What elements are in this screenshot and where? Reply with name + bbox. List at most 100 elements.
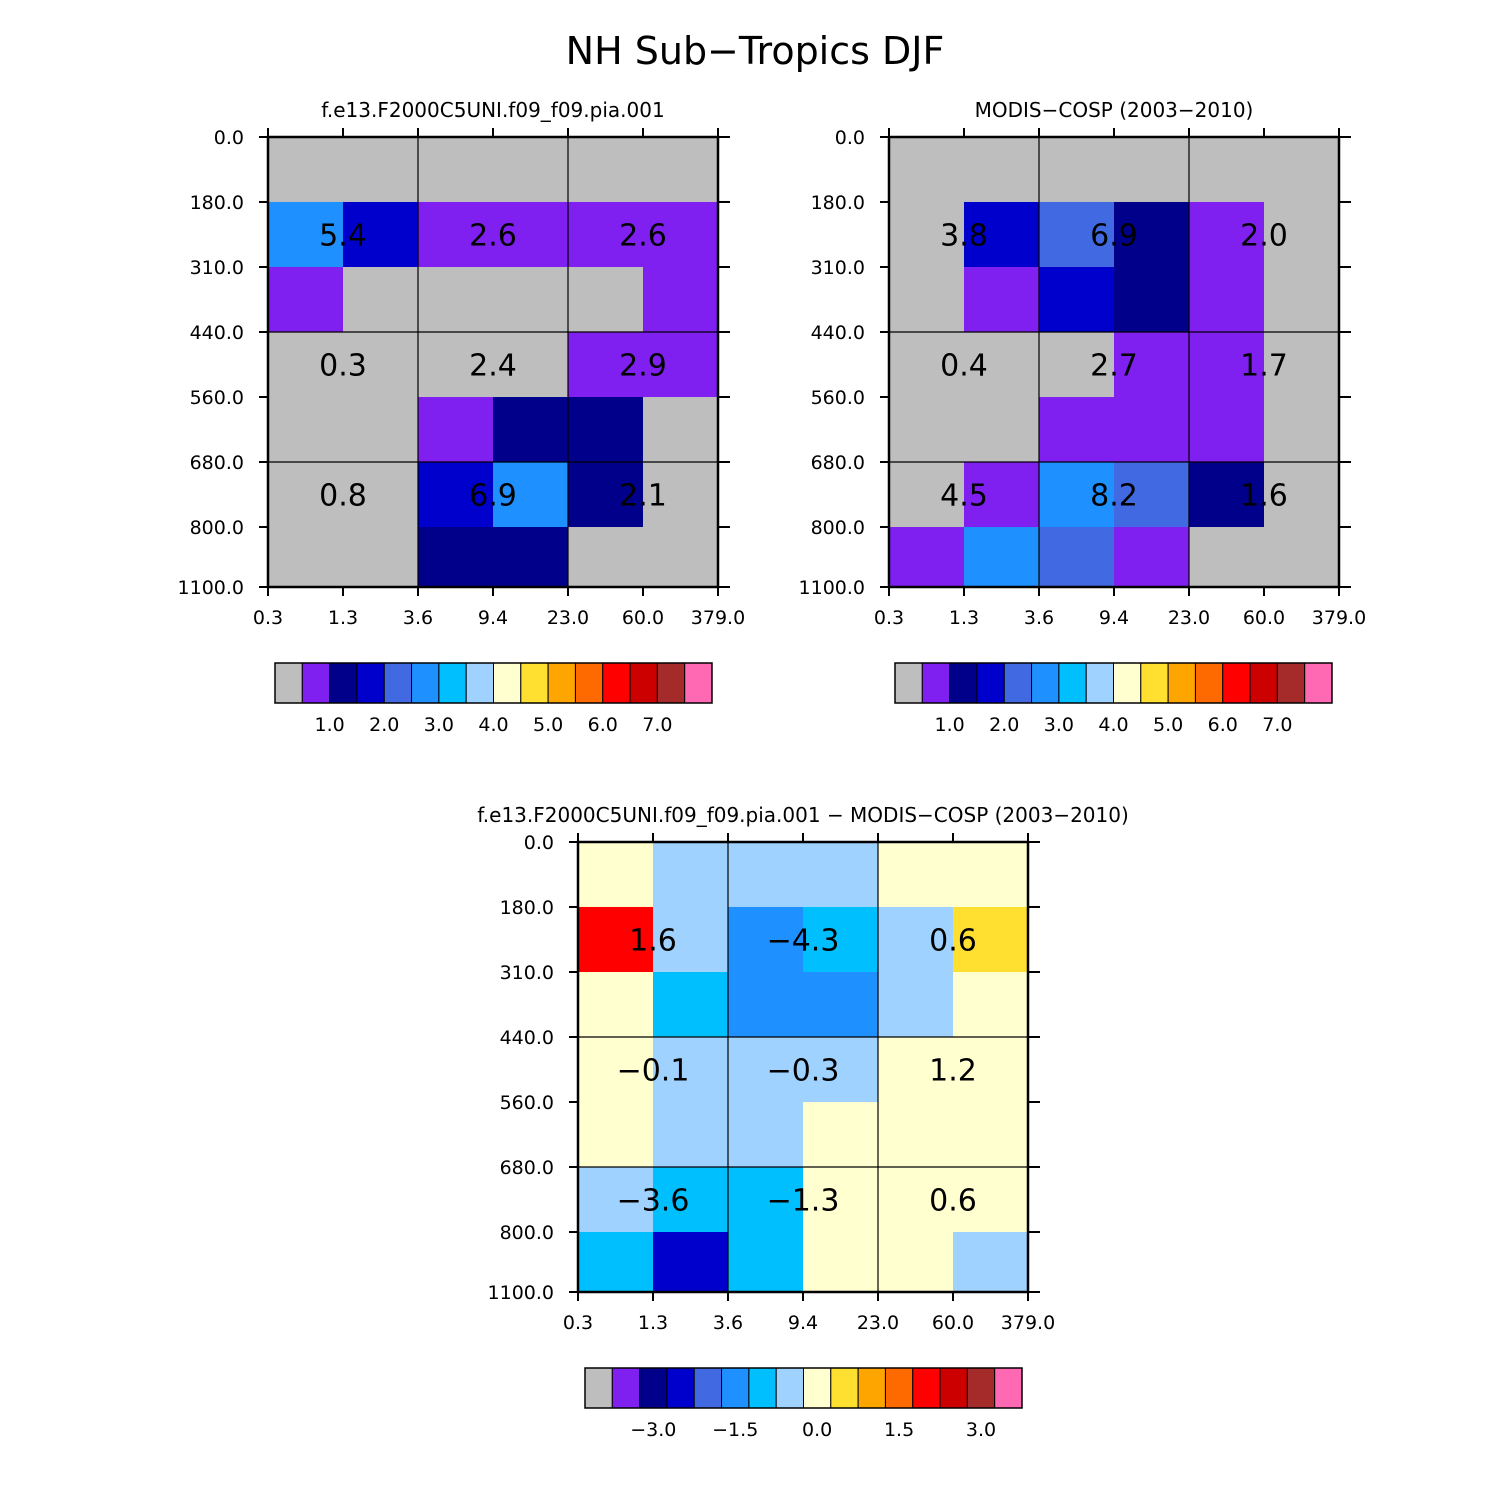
- cell-value-label: 2.0: [1240, 218, 1288, 253]
- colorbar-swatch: [611, 1367, 641, 1409]
- heatmap-cell: [343, 267, 419, 333]
- colorbar-swatch: [329, 662, 358, 704]
- panel-diff: f.e13.F2000C5UNI.f09_f09.pia.001 − MODIS…: [477, 803, 1129, 1441]
- colorbar-label: 1.5: [884, 1419, 914, 1441]
- heatmap-cell: [953, 1166, 1029, 1233]
- x-tick-label: 60.0: [622, 607, 664, 629]
- heatmap-cell: [1039, 461, 1115, 528]
- colorbar-label: 7.0: [1262, 714, 1292, 736]
- colorbar-swatch: [301, 662, 331, 704]
- heatmap-cell: [643, 397, 719, 463]
- heatmap-cell: [803, 906, 879, 973]
- colorbar-swatch: [547, 662, 576, 704]
- y-tick-label: 800.0: [190, 517, 244, 539]
- y-tick-label: 440.0: [190, 322, 244, 344]
- heatmap-cell: [268, 461, 344, 528]
- heatmap-cell: [1039, 137, 1115, 203]
- colorbar-swatch: [274, 662, 303, 704]
- x-tick-label: 23.0: [547, 607, 589, 629]
- heatmap-cell: [1264, 267, 1340, 333]
- y-tick-label: 180.0: [811, 192, 865, 214]
- heatmap-cell: [803, 1166, 879, 1233]
- heatmap-cell: [878, 1232, 954, 1293]
- x-tick-label: 1.3: [949, 607, 979, 629]
- colorbar-swatch: [520, 662, 549, 704]
- y-tick-label: 440.0: [500, 1027, 554, 1049]
- heatmap-cell: [1264, 137, 1340, 203]
- heatmap-cell: [418, 201, 494, 268]
- cell-value-label: −3.6: [617, 1184, 690, 1219]
- colorbar-swatch: [966, 1367, 996, 1409]
- cell-value-label: 2.1: [619, 479, 667, 514]
- x-tick-label: 60.0: [932, 1312, 974, 1334]
- colorbar-label: 0.0: [802, 1419, 832, 1441]
- cell-value-label: 3.8: [940, 218, 988, 253]
- y-tick-label: 1100.0: [488, 1282, 554, 1304]
- colorbar-swatch: [1140, 662, 1169, 704]
- colorbar-swatch: [857, 1367, 886, 1409]
- heatmap-cell: [578, 1166, 654, 1233]
- heatmap-cell: [953, 972, 1029, 1038]
- heatmap-cell: [803, 1102, 879, 1168]
- heatmap-cell: [653, 1036, 729, 1103]
- heatmap-cell: [343, 461, 419, 528]
- cell-value-label: −4.3: [767, 923, 840, 958]
- heatmap-cell: [578, 1036, 654, 1103]
- colorbar-frame: [274, 662, 713, 704]
- cell-value-label: 2.6: [469, 218, 517, 253]
- heatmap-cell: [643, 201, 719, 268]
- heatmap-cell: [493, 397, 569, 463]
- heatmap-cell: [1264, 461, 1340, 528]
- heatmap-cell: [343, 527, 419, 588]
- heatmap-cell: [803, 1232, 879, 1293]
- x-tick-label: 379.0: [691, 607, 745, 629]
- colorbar-swatch: [912, 1367, 941, 1409]
- heatmap-cell: [1189, 397, 1265, 463]
- y-tick-label: 310.0: [811, 257, 865, 279]
- heatmap-cell: [568, 267, 644, 333]
- cell-value-label: −0.1: [617, 1053, 690, 1088]
- colorbar-swatch: [1276, 662, 1306, 704]
- colorbar-swatch: [1058, 662, 1087, 704]
- colorbar-swatch: [666, 1367, 695, 1409]
- heatmap-cell: [889, 461, 965, 528]
- colorbar-swatch: [939, 1367, 968, 1409]
- cell-value-label: 1.2: [929, 1053, 977, 1088]
- colorbar-swatch: [411, 662, 440, 704]
- heatmap-cell: [1189, 137, 1265, 203]
- colorbar-swatch: [1194, 662, 1224, 704]
- y-tick-label: 800.0: [811, 517, 865, 539]
- panel-model: f.e13.F2000C5UNI.f09_f09.pia.001 5.4 2.6 2.…: [178, 98, 746, 736]
- heatmap-cell: [1189, 201, 1265, 268]
- colorbar-swatch: [629, 662, 658, 704]
- colorbar-swatch: [1113, 662, 1142, 704]
- x-tick-label: 3.6: [403, 607, 433, 629]
- y-tick-label: 180.0: [190, 192, 244, 214]
- heatmap-cell: [1114, 201, 1190, 268]
- colorbar-label: 1.0: [935, 714, 965, 736]
- heatmap-cell: [953, 842, 1029, 908]
- colorbar-label: 3.0: [424, 714, 454, 736]
- colorbar-swatch: [721, 1367, 750, 1409]
- colorbar-swatch: [1031, 662, 1060, 704]
- colorbar-swatch: [1222, 662, 1251, 704]
- heatmap-cell: [728, 972, 804, 1038]
- heatmap-cell: [493, 201, 569, 268]
- heatmap-cell: [1114, 461, 1190, 528]
- cell-value-label: 4.5: [940, 479, 988, 514]
- colorbar-swatch: [921, 662, 951, 704]
- heatmap-cell: [1264, 331, 1340, 398]
- colorbar-label: 4.0: [1098, 714, 1128, 736]
- cell-value-label: 2.6: [619, 218, 667, 253]
- colorbar-label: 6.0: [1208, 714, 1238, 736]
- cell-value-label: 2.4: [469, 348, 517, 383]
- heatmap-cell: [643, 331, 719, 398]
- heatmap-cell: [728, 1036, 804, 1103]
- panel-title: MODIS−COSP (2003−2010): [975, 98, 1254, 122]
- heatmap-cell: [418, 461, 494, 528]
- heatmap-cell: [728, 1166, 804, 1233]
- colorbar-swatch: [1167, 662, 1196, 704]
- heatmap-cell: [1264, 527, 1340, 588]
- colorbar-label: 3.0: [1044, 714, 1074, 736]
